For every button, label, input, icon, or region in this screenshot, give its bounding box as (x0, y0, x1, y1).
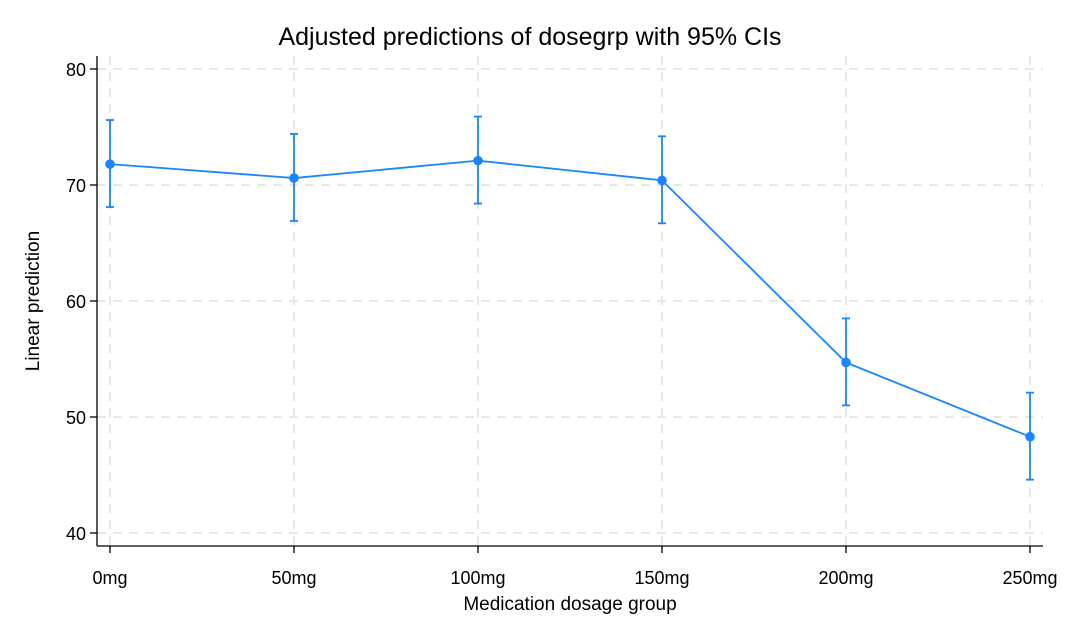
y-tick-label: 80 (66, 60, 86, 80)
data-point (841, 357, 851, 368)
x-tick-label: 0mg (92, 568, 127, 588)
data-point (105, 159, 115, 169)
data-point (657, 175, 667, 186)
chart-title: Adjusted predictions of dosegrp with 95%… (278, 23, 781, 51)
x-tick-label: 100mg (450, 568, 505, 588)
y-tick-label: 70 (66, 176, 86, 196)
series-layer (105, 115, 1035, 481)
x-tick-label: 250mg (1002, 568, 1057, 588)
y-axis-title: Linear prediction (23, 231, 44, 371)
x-tick-label: 150mg (634, 568, 689, 588)
data-point (473, 155, 483, 166)
y-tick-label: 60 (66, 292, 86, 312)
data-point (1025, 431, 1035, 442)
data-point (289, 173, 299, 183)
x-tick-label: 200mg (818, 568, 873, 588)
y-tick-label: 50 (66, 408, 86, 428)
series-line (109, 159, 1031, 438)
ticks-layer: 40 50 60 70 80 0mg 50mg 100mg 150mg 200mg 250mg (66, 60, 1058, 588)
x-axis-title: Medication dosage group (463, 594, 676, 615)
y-tick-label: 40 (66, 524, 86, 544)
grid-layer (97, 56, 1043, 546)
x-tick-label: 50mg (271, 568, 316, 588)
